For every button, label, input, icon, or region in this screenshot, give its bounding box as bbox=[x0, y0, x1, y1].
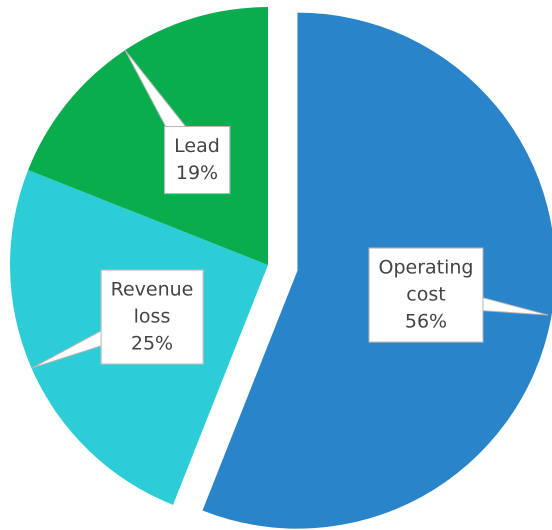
category-label: Lead bbox=[174, 135, 220, 158]
value-label: 56% bbox=[404, 310, 448, 333]
data-label: Operating cost 56% bbox=[368, 247, 484, 343]
data-label: Lead 19% bbox=[164, 126, 230, 194]
category-label: Revenue loss bbox=[110, 278, 194, 328]
value-label: 19% bbox=[175, 162, 219, 184]
pie-slice bbox=[28, 7, 269, 265]
data-label: Revenue loss 25% bbox=[100, 269, 204, 365]
value-label: 25% bbox=[130, 332, 174, 355]
category-label: Operating cost bbox=[378, 256, 474, 306]
